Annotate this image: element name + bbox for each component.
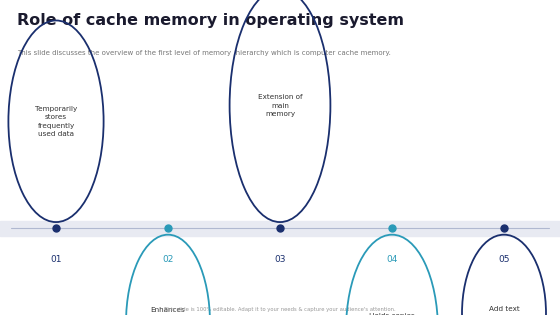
Text: Enhances
CPU
processing
speed: Enhances CPU processing speed (148, 307, 188, 315)
Point (276, 226, 284, 231)
Point (164, 226, 172, 231)
Text: Role of cache memory in operating system: Role of cache memory in operating system (17, 13, 404, 28)
Point (388, 226, 396, 231)
Text: 03: 03 (274, 255, 286, 264)
Point (500, 226, 508, 231)
Text: This slide is 100% editable. Adapt it to your needs & capture your audience's at: This slide is 100% editable. Adapt it to… (164, 307, 396, 312)
Text: Holds copies
of frequently
used
information: Holds copies of frequently used informat… (369, 313, 415, 315)
Text: Add text
here: Add text here (489, 306, 519, 315)
Text: 04: 04 (386, 255, 398, 264)
Bar (0, 220, 560, 236)
Text: Extension of
main
memory: Extension of main memory (258, 94, 302, 117)
Text: Temporarily
stores
frequently
used data: Temporarily stores frequently used data (35, 106, 77, 137)
Text: This slide discusses the overview of the first level of memory  hierarchy which : This slide discusses the overview of the… (17, 50, 391, 56)
Text: 02: 02 (162, 255, 174, 264)
Text: 05: 05 (498, 255, 510, 264)
Point (52, 226, 60, 231)
Text: 01: 01 (50, 255, 62, 264)
